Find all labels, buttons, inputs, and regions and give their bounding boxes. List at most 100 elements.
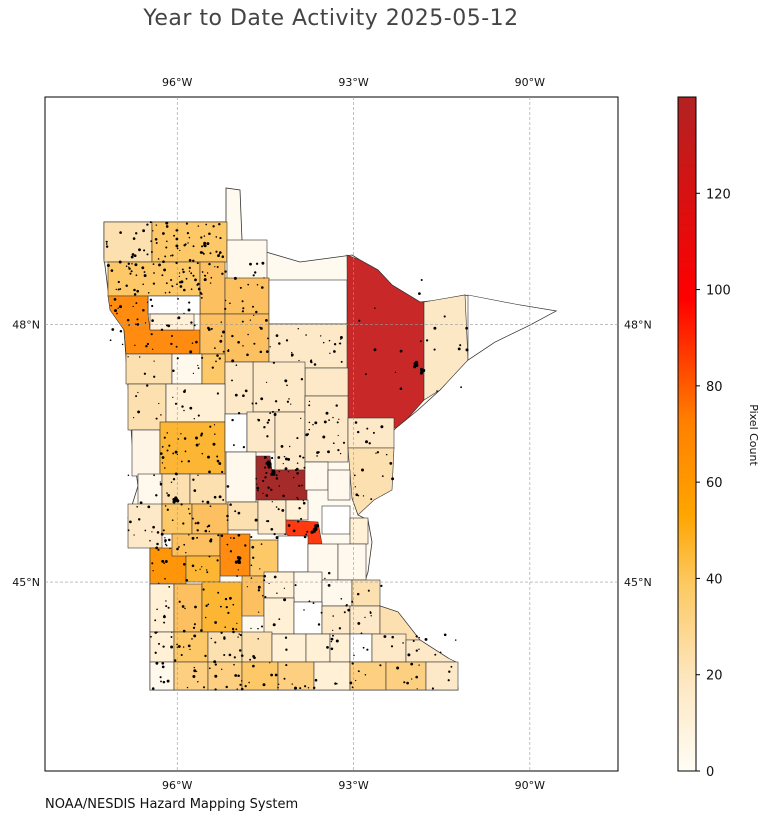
- detection-dot: [251, 545, 255, 549]
- detection-dot: [187, 460, 191, 463]
- detection-dot: [390, 645, 394, 648]
- county: [127, 503, 163, 549]
- detection-dot: [209, 505, 212, 508]
- detection-dot: [335, 404, 338, 407]
- detection-dot: [266, 381, 268, 383]
- detection-dot: [261, 286, 264, 289]
- detection-dot: [236, 556, 241, 560]
- detection-dot: [229, 302, 231, 305]
- fire-detections: [105, 221, 469, 691]
- detection-dot: [194, 605, 197, 609]
- detection-dot: [362, 646, 365, 649]
- county: [224, 277, 270, 315]
- detection-dot: [258, 587, 260, 589]
- detection-dot: [164, 505, 167, 507]
- detection-dot: [399, 349, 403, 353]
- detection-dot: [205, 223, 208, 226]
- detection-dot: [257, 589, 261, 592]
- detection-dot: [136, 318, 139, 321]
- detection-dot: [302, 501, 306, 505]
- detection-dot: [208, 530, 210, 533]
- detection-dot: [260, 625, 264, 628]
- detection-dot: [431, 687, 434, 690]
- detection-dot: [298, 359, 300, 362]
- lon-tick-label: 93°W: [338, 76, 368, 89]
- detection-dot: [234, 560, 238, 564]
- detection-dot: [254, 518, 258, 522]
- detection-dot: [180, 653, 183, 657]
- detection-dot: [340, 338, 342, 340]
- detection-dot: [237, 636, 239, 638]
- detection-dot: [284, 379, 288, 383]
- detection-dot: [197, 225, 200, 227]
- detection-dot: [213, 424, 216, 426]
- detection-dot: [375, 452, 377, 454]
- detection-dot: [308, 428, 311, 431]
- detection-dot: [333, 343, 337, 346]
- lon-tick-label: 96°W: [162, 76, 192, 89]
- detection-dot: [167, 324, 171, 328]
- detection-dot: [264, 476, 267, 479]
- detection-dot: [136, 505, 139, 508]
- detection-dot: [153, 272, 155, 274]
- detection-dot: [459, 344, 462, 347]
- detection-dot: [151, 348, 154, 350]
- lon-tick-label: 96°W: [162, 779, 192, 792]
- detection-dot: [362, 495, 365, 497]
- detection-dot: [263, 277, 265, 279]
- detection-dot: [152, 230, 154, 232]
- detection-dot: [322, 435, 326, 439]
- detection-dot: [275, 506, 278, 508]
- detection-dot: [196, 521, 200, 525]
- detection-dot: [460, 386, 462, 389]
- detection-dot: [153, 474, 155, 477]
- detection-dot: [308, 400, 311, 403]
- detection-dot: [147, 292, 150, 294]
- detection-dot: [188, 270, 191, 272]
- detection-dot: [265, 350, 269, 353]
- detection-dot: [443, 633, 447, 637]
- detection-dot: [233, 656, 236, 659]
- detection-dot: [211, 366, 214, 369]
- detection-dot: [203, 235, 206, 237]
- detection-dot: [193, 669, 197, 673]
- detection-dot: [296, 462, 299, 464]
- detection-dot: [312, 423, 314, 426]
- detection-dot: [231, 627, 235, 631]
- detection-dot: [109, 339, 112, 342]
- detection-dot: [450, 665, 453, 668]
- detection-dot: [269, 662, 271, 664]
- detection-dot: [286, 400, 290, 403]
- detection-dot: [125, 265, 128, 268]
- detection-dot: [182, 270, 185, 274]
- detection-dot: [230, 537, 232, 539]
- detection-dot: [208, 667, 211, 670]
- detection-dot: [133, 534, 135, 536]
- detection-dot: [192, 478, 195, 481]
- detection-dot: [357, 494, 360, 497]
- detection-dot: [197, 364, 199, 367]
- detection-dot: [210, 637, 213, 640]
- detection-dot: [364, 674, 367, 676]
- detection-dot: [312, 602, 315, 604]
- detection-dot: [117, 307, 119, 309]
- detection-dot: [193, 324, 196, 327]
- detection-dot: [105, 240, 108, 243]
- detection-dot: [283, 455, 286, 458]
- detection-dot: [302, 500, 305, 502]
- county: [349, 517, 369, 545]
- detection-dot: [416, 688, 418, 690]
- detection-dot: [269, 412, 272, 414]
- detection-dot: [415, 649, 418, 652]
- detection-dot: [167, 494, 170, 497]
- detection-dot: [145, 345, 148, 348]
- detection-dot: [252, 305, 254, 308]
- detection-dot: [178, 546, 180, 548]
- detection-dot: [160, 328, 164, 331]
- detection-dot: [354, 486, 356, 488]
- detection-dot: [164, 255, 167, 258]
- detection-dot: [163, 268, 167, 272]
- detection-dot: [182, 646, 185, 648]
- detection-dot: [345, 604, 348, 607]
